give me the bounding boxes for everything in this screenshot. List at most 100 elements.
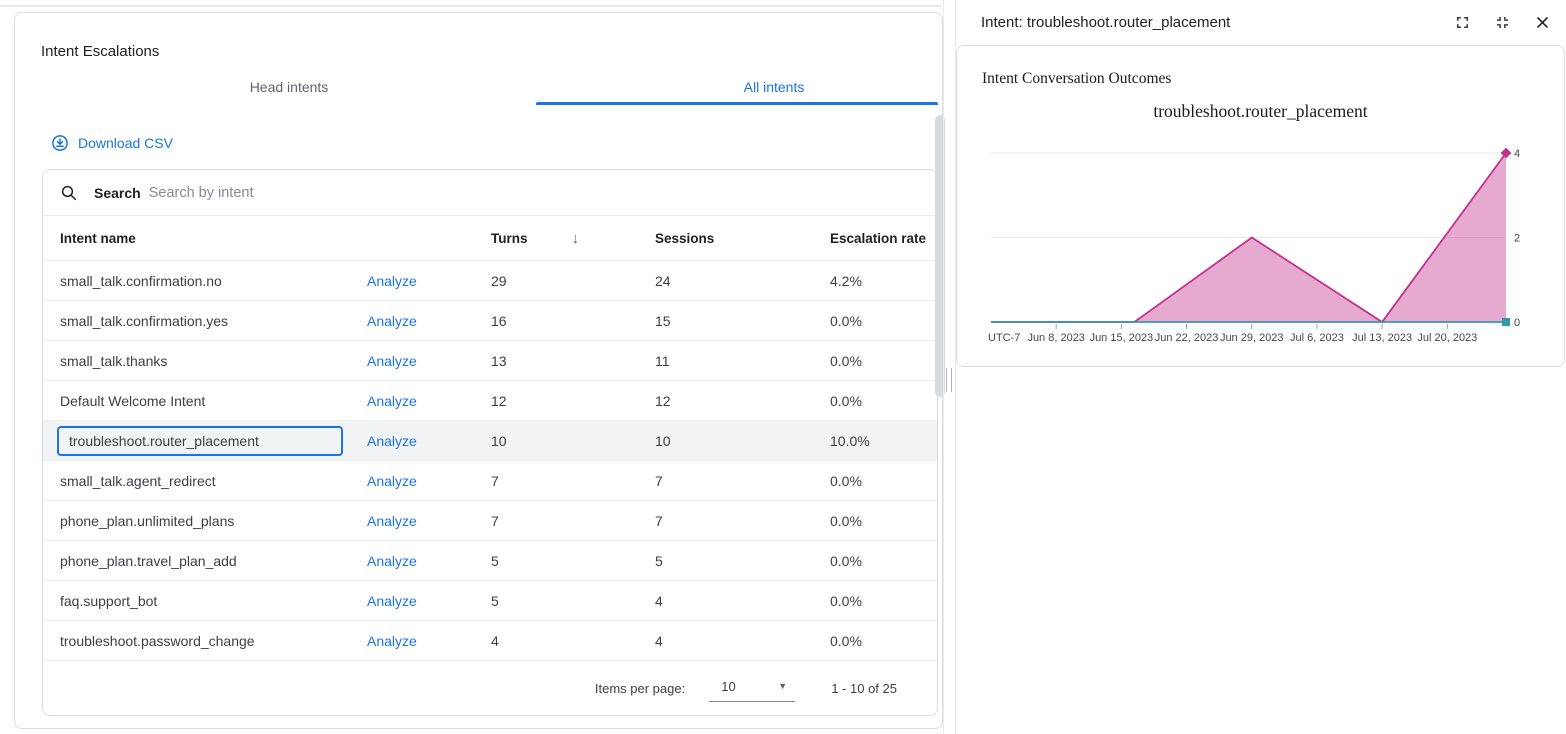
escalation-rate-value: 0.0% xyxy=(830,352,862,369)
table-row: troubleshoot.router_placement Analyze 10 10… xyxy=(43,420,937,460)
analyze-link[interactable]: Analyze xyxy=(367,352,417,369)
svg-text:Jul 6, 2023: Jul 6, 2023 xyxy=(1290,332,1344,344)
table-row: Default Welcome Intent Analyze 12 12 0.0% xyxy=(43,380,937,420)
column-intent-name[interactable]: Intent name xyxy=(60,230,136,246)
sessions-value: 12 xyxy=(655,392,671,409)
turns-value: 16 xyxy=(491,312,507,329)
table-row: small_talk.agent_redirect Analyze 7 7 0.0% xyxy=(43,460,937,500)
close-icon xyxy=(1536,16,1548,29)
turns-value: 29 xyxy=(491,272,507,289)
page-title: Intent Escalations xyxy=(41,43,160,60)
intent-name: phone_plan.unlimited_plans xyxy=(60,512,235,529)
intents-table: Search Search by intent Intent name Turn… xyxy=(42,169,938,716)
intent-name: small_talk.confirmation.no xyxy=(60,272,222,289)
analyze-link[interactable]: Analyze xyxy=(367,552,417,569)
escalation-rate-value: 0.0% xyxy=(830,392,862,409)
intent-name: small_talk.confirmation.yes xyxy=(60,312,229,329)
turns-value: 12 xyxy=(491,392,507,409)
panel-divider-line xyxy=(943,0,944,734)
card-title: Intent Conversation Outcomes xyxy=(982,70,1172,87)
sessions-value: 5 xyxy=(655,552,663,569)
turns-value: 4 xyxy=(491,632,499,649)
tab-all-intents[interactable]: All intents xyxy=(736,75,813,99)
escalation-rate-value: 0.0% xyxy=(830,312,862,329)
intent-name[interactable]: troubleshoot.router_placement xyxy=(57,425,343,456)
search-bar[interactable]: Search Search by intent xyxy=(43,170,937,216)
intent-detail-panel: Intent: troubleshoot.router_placement xyxy=(956,0,1566,734)
svg-text:4: 4 xyxy=(1514,148,1520,160)
turns-value: 13 xyxy=(491,352,507,369)
table-row: faq.support_bot Analyze 5 4 0.0% xyxy=(43,580,937,620)
column-sessions[interactable]: Sessions xyxy=(655,230,715,246)
analyze-link[interactable]: Analyze xyxy=(367,432,417,449)
vertical-scrollbar-thumb[interactable] xyxy=(935,115,945,397)
close-button[interactable] xyxy=(1532,13,1552,33)
download-csv-label: Download CSV xyxy=(78,135,173,151)
svg-text:0: 0 xyxy=(1514,317,1520,329)
escalation-rate-value: 0.0% xyxy=(830,592,862,609)
column-escalation-rate[interactable]: Escalation rate xyxy=(830,230,927,246)
collapse-button[interactable] xyxy=(1492,13,1512,33)
turns-value: 5 xyxy=(491,592,499,609)
escalation-rate-value: 0.0% xyxy=(830,512,862,529)
pagination-range: 1 - 10 of 25 xyxy=(831,681,897,696)
column-turns[interactable]: Turns ↓ xyxy=(491,229,580,247)
svg-text:UTC-7: UTC-7 xyxy=(988,332,1020,344)
table-row: small_talk.thanks Analyze 13 11 0.0% xyxy=(43,340,937,380)
analyze-link[interactable]: Analyze xyxy=(367,392,417,409)
analyze-link[interactable]: Analyze xyxy=(367,592,417,609)
sessions-value: 7 xyxy=(655,512,663,529)
escalation-rate-value: 0.0% xyxy=(830,472,862,489)
svg-text:Jun 15, 2023: Jun 15, 2023 xyxy=(1090,332,1154,344)
svg-text:Jun 8, 2023: Jun 8, 2023 xyxy=(1027,332,1085,344)
escalation-rate-value: 10.0% xyxy=(830,432,870,449)
intent-name: troubleshoot.password_change xyxy=(60,632,255,649)
table-row: troubleshoot.password_change Analyze 4 4 0.0… xyxy=(43,620,937,660)
sessions-value: 10 xyxy=(655,432,671,449)
panel-resize-handle[interactable] xyxy=(946,368,952,392)
detail-panel-title: Intent: troubleshoot.router_placement xyxy=(981,14,1231,31)
table-row: phone_plan.unlimited_plans Analyze 7 7 0.0% xyxy=(43,500,937,540)
analyze-link[interactable]: Analyze xyxy=(367,512,417,529)
table-row: phone_plan.travel_plan_add Analyze 5 5 0.0% xyxy=(43,540,937,580)
conversation-outcomes-card: Intent Conversation Outcomes troubleshoo… xyxy=(956,45,1565,367)
analyze-link[interactable]: Analyze xyxy=(367,272,417,289)
intent-name: small_talk.agent_redirect xyxy=(60,472,216,489)
escalation-rate-value: 0.0% xyxy=(830,552,862,569)
analyze-link[interactable]: Analyze xyxy=(367,472,417,489)
table-row: small_talk.confirmation.yes Analyze 16 15 0.… xyxy=(43,300,937,340)
escalation-rate-value: 4.2% xyxy=(830,272,862,289)
top-divider xyxy=(0,5,941,7)
tab-head-intents[interactable]: Head intents xyxy=(242,75,337,99)
chart-title: troubleshoot.router_placement xyxy=(1153,101,1368,121)
sessions-value: 24 xyxy=(655,272,671,289)
table-header: Intent name Turns ↓ Sessions Escalation … xyxy=(43,216,937,260)
items-per-page-select[interactable]: 10 ▼ xyxy=(709,675,796,702)
analyze-link[interactable]: Analyze xyxy=(367,312,417,329)
intent-name: Default Welcome Intent xyxy=(60,392,206,409)
dropdown-caret-icon: ▼ xyxy=(778,681,788,691)
sessions-value: 7 xyxy=(655,472,663,489)
detail-panel-header: Intent: troubleshoot.router_placement xyxy=(956,0,1566,45)
svg-text:Jul 13, 2023: Jul 13, 2023 xyxy=(1352,332,1412,344)
search-icon xyxy=(61,185,77,200)
intent-escalations-card: Intent Escalations Head intents All inte… xyxy=(14,12,943,729)
intent-name: phone_plan.travel_plan_add xyxy=(60,552,237,569)
sessions-value: 15 xyxy=(655,312,671,329)
turns-value: 7 xyxy=(491,512,499,529)
sessions-value: 4 xyxy=(655,632,663,649)
table-body: small_talk.confirmation.no Analyze 29 24 4.2… xyxy=(43,260,937,660)
search-label: Search xyxy=(94,184,141,201)
analyze-link[interactable]: Analyze xyxy=(367,632,417,649)
sort-desc-icon[interactable]: ↓ xyxy=(571,229,580,247)
turns-value: 5 xyxy=(491,552,499,569)
right-panel-border xyxy=(955,0,956,734)
download-csv-link[interactable]: Download CSV xyxy=(51,134,173,152)
intent-name: faq.support_bot xyxy=(60,592,158,609)
sessions-value: 4 xyxy=(655,592,663,609)
search-input[interactable]: Search by intent xyxy=(148,184,254,201)
fullscreen-button[interactable] xyxy=(1452,13,1472,33)
svg-text:Jul 20, 2023: Jul 20, 2023 xyxy=(1417,332,1477,344)
